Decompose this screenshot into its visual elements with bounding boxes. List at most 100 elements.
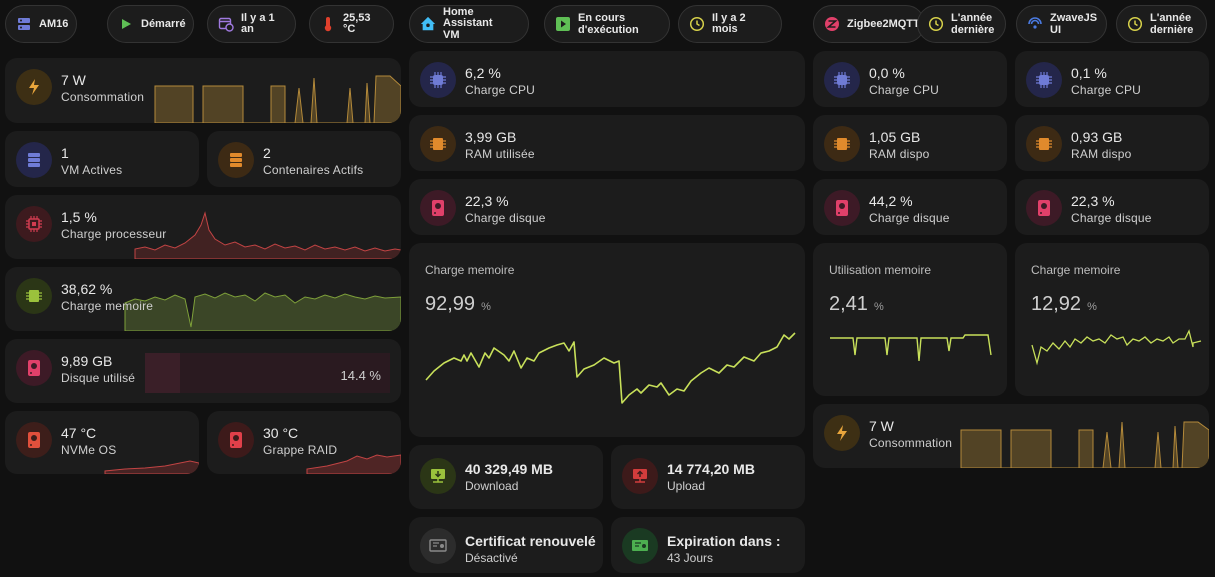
zigbee-memory-graph-unit: % (873, 301, 884, 313)
host-disk-percent: 14.4 % (340, 368, 381, 383)
chip-started[interactable]: Démarré (107, 5, 194, 43)
host-containers-value: 2 (263, 145, 271, 161)
ha-cpu-label: Charge CPU (465, 83, 536, 97)
host-vms-card[interactable]: 1 VM Actives (5, 131, 199, 187)
raid-sparkline (306, 454, 401, 474)
zwave-cpu-label: Charge CPU (1071, 83, 1142, 97)
harddisk-icon (824, 190, 860, 226)
host-disk-card[interactable]: 9,89 GB Disque utilisé 14.4 % (5, 339, 401, 403)
calendar-clock-icon (218, 16, 234, 32)
memory-module-icon (824, 126, 860, 162)
certificate-icon (420, 528, 456, 564)
ha-cpu-card[interactable]: 6,2 % Charge CPU (409, 51, 805, 107)
cpu-chip-icon (1026, 62, 1062, 98)
zigbee-memory-graph-number: 2,41 (829, 293, 868, 315)
download-network-icon (420, 458, 456, 494)
chip-ha-vm[interactable]: Home Assistant VM (409, 5, 529, 43)
power2-label: Consommation (869, 436, 953, 450)
disk-usage-fill (145, 353, 181, 393)
host-raid-label: Grappe RAID (263, 443, 338, 457)
power2-card[interactable]: 7 W Consommation (813, 404, 1209, 468)
lightning-icon (824, 415, 860, 451)
chip-zwave-age[interactable]: L'année dernière (1116, 5, 1207, 43)
chip-zigbee-label: Zigbee2MQTT (847, 17, 920, 30)
chip-zwave-label-1: ZwaveJS (1050, 11, 1098, 24)
zwave-ram-label: RAM dispo (1071, 147, 1132, 161)
ha-download-value: 40 329,49 MB (465, 461, 553, 477)
chip-zigbee-age-label-1: L'année (951, 11, 993, 24)
cpu-chip-icon (824, 62, 860, 98)
host-power-card[interactable]: 7 W Consommation (5, 58, 401, 123)
zwave-memory-graph-value: 12,92% (1031, 293, 1097, 316)
ha-disk-card[interactable]: 22,3 % Charge disque (409, 179, 805, 235)
chip-am16[interactable]: AM16 (5, 5, 77, 43)
host-raid-card[interactable]: 30 °C Grappe RAID (207, 411, 401, 474)
ha-memory-graph-number: 92,99 (425, 293, 476, 315)
container-stack-icon (218, 142, 254, 178)
chip-ha-age[interactable]: Il y a 2 mois (678, 5, 782, 43)
host-nvme-label: NVMe OS (61, 443, 117, 457)
zigbee-icon (824, 16, 840, 32)
chip-zigbee-age[interactable]: L'année dernière (917, 5, 1006, 43)
host-nvme-card[interactable]: 47 °C NVMe OS (5, 411, 199, 474)
ha-ram-card[interactable]: 3,99 GB RAM utilisée (409, 115, 805, 171)
ha-upload-card[interactable]: 14 774,20 MB Upload (611, 445, 805, 509)
play-icon (118, 16, 134, 32)
home-assistant-icon (420, 16, 436, 32)
zwave-ram-card[interactable]: 0,93 GB RAM dispo (1015, 115, 1209, 171)
zwave-disk-card[interactable]: 22,3 % Charge disque (1015, 179, 1209, 235)
ha-expiry-card[interactable]: Expiration dans : 43 Jours (611, 517, 805, 573)
chip-temperature[interactable]: 25,53 °C (309, 5, 394, 43)
power2-value: 7 W (869, 418, 894, 434)
host-cpu-value: 1,5 % (61, 209, 97, 225)
zigbee-memory-graph-title: Utilisation memoire (829, 263, 932, 277)
chip-ha-age-label: Il y a 2 mois (712, 12, 746, 35)
power-sparkline (154, 75, 401, 123)
ha-memory-graph-card[interactable]: Charge memoire 92,99% (409, 243, 805, 437)
chip-uptime-label: Il y a 1 an (241, 12, 275, 35)
harddisk-temp-icon (16, 422, 52, 458)
harddisk-icon (1026, 190, 1062, 226)
zwave-memory-graph-card[interactable]: Charge memoire 12,92% (1015, 243, 1209, 396)
host-power-label: Consommation (61, 90, 145, 104)
host-memory-value: 38,62 % (61, 281, 113, 297)
chip-zwave[interactable]: ZwaveJS UI (1016, 5, 1107, 43)
host-power-value: 7 W (61, 72, 86, 88)
ha-memory-graph-value: 92,99% (425, 293, 491, 316)
host-memory-card[interactable]: 38,62 % Charge memoire (5, 267, 401, 331)
host-cpu-label: Charge processeur (61, 227, 167, 241)
zwave-memory-line-graph (1031, 329, 1202, 366)
ha-download-card[interactable]: 40 329,49 MB Download (409, 445, 603, 509)
host-cpu-card[interactable]: 1,5 % Charge processeur (5, 195, 401, 259)
memory-module-icon (1026, 126, 1062, 162)
upload-network-icon (622, 458, 658, 494)
cpu-chip-icon (420, 62, 456, 98)
zigbee-cpu-card[interactable]: 0,0 % Charge CPU (813, 51, 1007, 107)
ha-expiry-value: Expiration dans : (667, 533, 781, 549)
ha-disk-value: 22,3 % (465, 193, 509, 209)
zigbee-disk-card[interactable]: 44,2 % Charge disque (813, 179, 1007, 235)
ha-ram-value: 3,99 GB (465, 129, 517, 145)
host-containers-card[interactable]: 2 Contenaires Actifs (207, 131, 401, 187)
ha-download-label: Download (465, 479, 519, 493)
chip-uptime[interactable]: Il y a 1 an (207, 5, 296, 43)
zigbee-ram-card[interactable]: 1,05 GB RAM dispo (813, 115, 1007, 171)
zwave-disk-label: Charge disque (1071, 211, 1152, 225)
ha-cert-label: Désactivé (465, 551, 518, 565)
clock-icon (1127, 16, 1143, 32)
ha-cert-card[interactable]: Certificat renouvelé Désactivé (409, 517, 603, 573)
chip-zigbee[interactable]: Zigbee2MQTT (813, 5, 925, 43)
chip-am16-label: AM16 (39, 17, 69, 30)
zigbee-memory-graph-card[interactable]: Utilisation memoire 2,41% (813, 243, 1007, 396)
chip-running-label-1: En cours (578, 11, 626, 24)
lightning-icon (16, 69, 52, 105)
nvme-sparkline (104, 460, 199, 474)
chip-running[interactable]: En cours d'exécution (544, 5, 670, 43)
server-icon (16, 16, 32, 32)
play-box-icon (555, 16, 571, 32)
chip-ha-vm-label-2: VM (443, 29, 460, 41)
zwave-cpu-card[interactable]: 0,1 % Charge CPU (1015, 51, 1209, 107)
zwave-disk-value: 22,3 % (1071, 193, 1115, 209)
zigbee-ram-value: 1,05 GB (869, 129, 921, 145)
clock-icon (928, 16, 944, 32)
